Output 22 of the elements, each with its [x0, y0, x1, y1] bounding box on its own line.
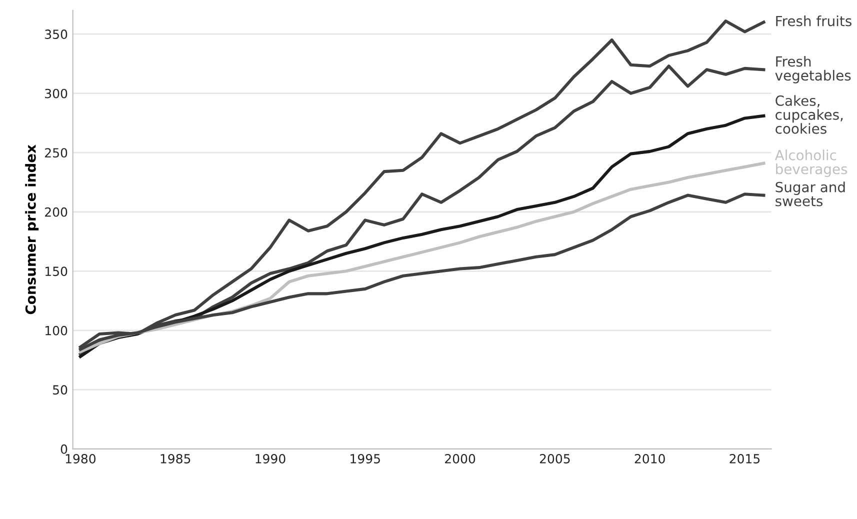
- x-tick-label: 2000: [445, 454, 476, 464]
- y-tick-label: 250: [45, 148, 68, 158]
- series-label: Cakes, cupcakes, cookies: [776, 95, 843, 134]
- x-tick-label: 1980: [66, 454, 96, 464]
- x-tick-label: 1985: [160, 454, 190, 464]
- x-tick-label: 1995: [350, 454, 380, 464]
- y-axis-title: Consumer price index: [25, 144, 39, 314]
- series-label: Fresh vegetables: [775, 56, 851, 84]
- y-tick-label: 0: [60, 444, 68, 454]
- y-tick-label: 50: [53, 385, 68, 395]
- series-label: Alcoholic beverages: [774, 150, 848, 177]
- y-tick-label: 150: [46, 266, 68, 276]
- y-tick-label: 300: [45, 88, 68, 98]
- x-tick-label: 1990: [256, 454, 286, 464]
- x-tick-label: 2010: [634, 454, 665, 464]
- series-label: Fresh fruits: [776, 16, 852, 26]
- x-tick-label: 2015: [730, 454, 760, 464]
- series-label: Sugar and sweets: [776, 182, 845, 206]
- y-tick-label: 200: [45, 207, 68, 217]
- y-tick-label: 100: [46, 326, 68, 336]
- x-tick-label: 2005: [540, 454, 570, 464]
- y-tick-label: 350: [45, 30, 68, 40]
